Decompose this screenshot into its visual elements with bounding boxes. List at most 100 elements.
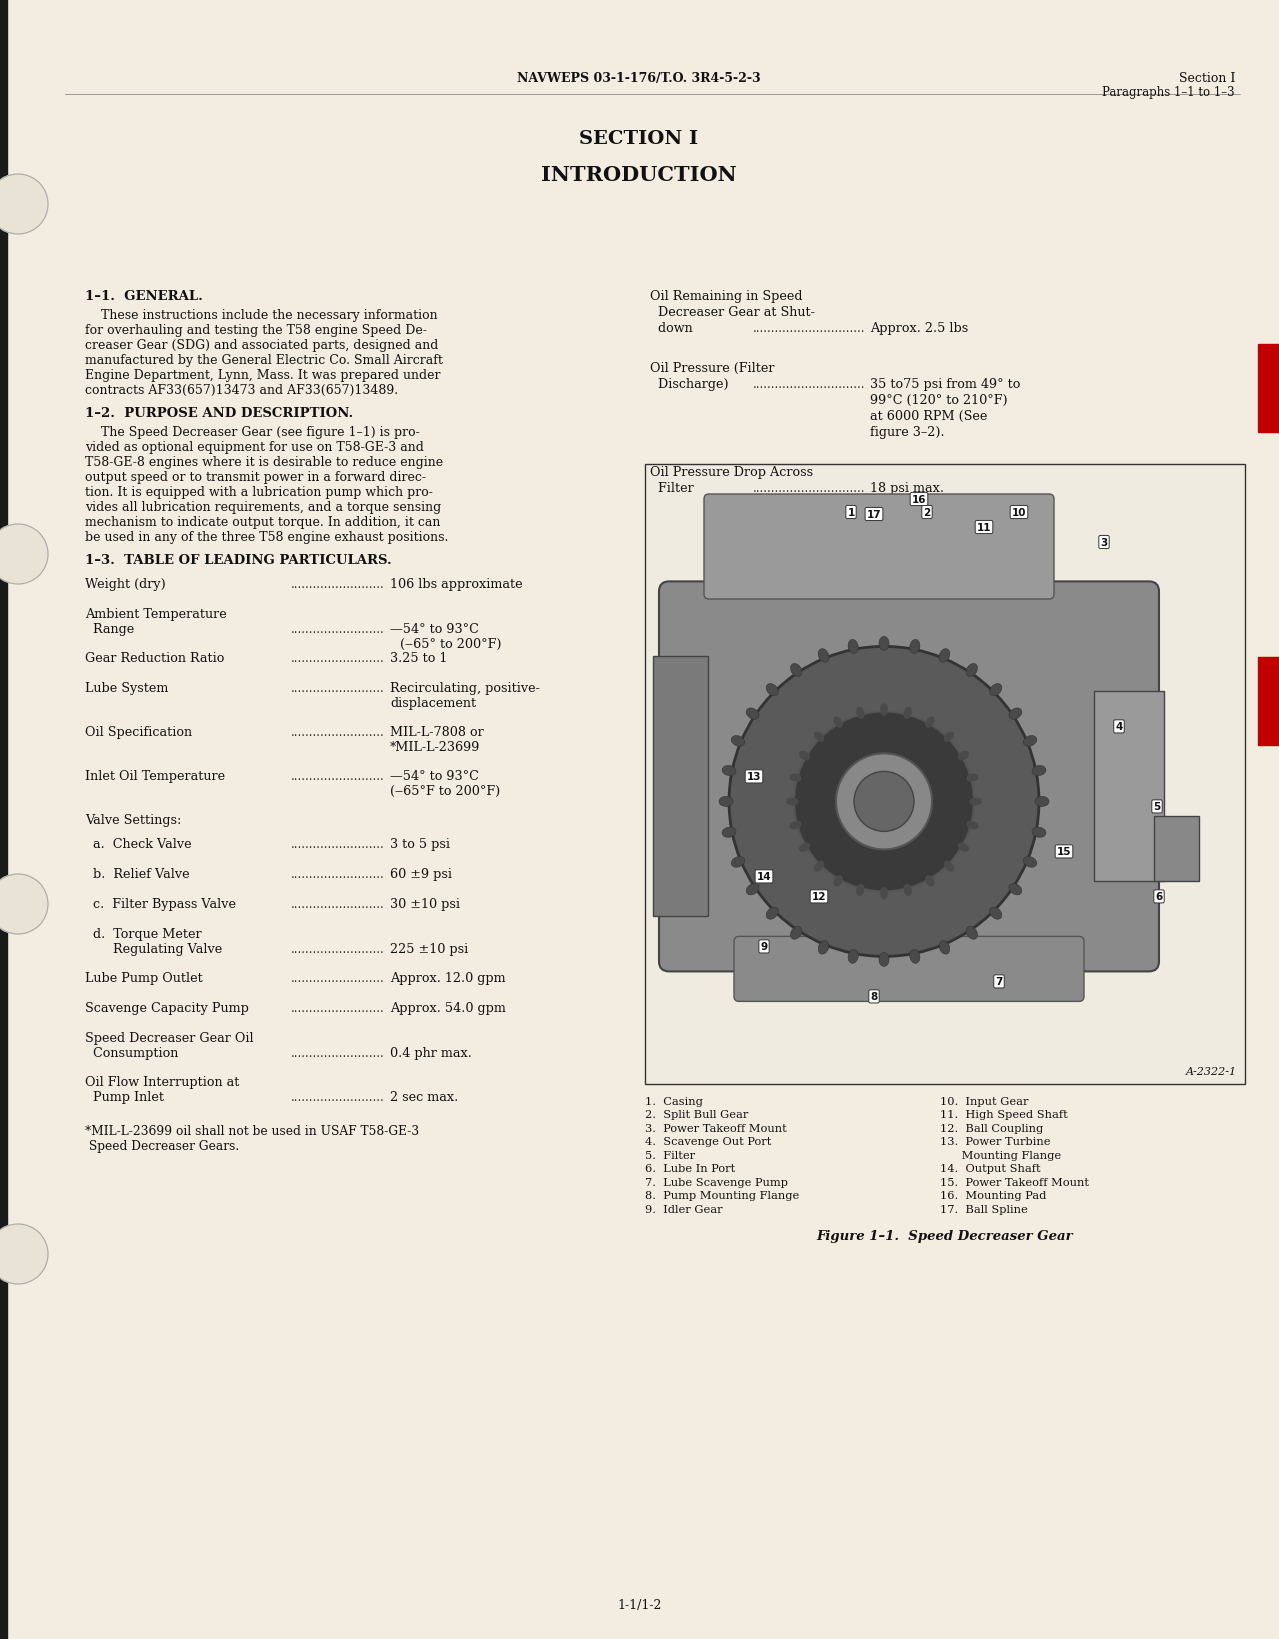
Text: Filter: Filter: [650, 482, 693, 495]
Ellipse shape: [790, 926, 802, 939]
Text: 3.  Power Takeoff Mount: 3. Power Takeoff Mount: [645, 1123, 787, 1133]
Ellipse shape: [1032, 765, 1046, 777]
Text: c.  Filter Bypass Valve: c. Filter Bypass Valve: [84, 898, 237, 910]
Circle shape: [0, 524, 49, 585]
Ellipse shape: [848, 641, 858, 654]
Ellipse shape: [813, 862, 824, 872]
Text: 11: 11: [977, 523, 991, 533]
Text: 12.  Ball Coupling: 12. Ball Coupling: [940, 1123, 1044, 1133]
Text: 9.  Idler Gear: 9. Idler Gear: [645, 1205, 723, 1214]
Bar: [1154, 816, 1198, 882]
Text: 5: 5: [1154, 801, 1160, 811]
Ellipse shape: [1009, 708, 1022, 720]
Text: 10: 10: [1012, 508, 1026, 518]
Text: down: down: [650, 321, 693, 334]
Text: 13: 13: [747, 772, 761, 782]
Text: .........................: .........................: [292, 867, 385, 880]
Text: manufactured by the General Electric Co. Small Aircraft: manufactured by the General Electric Co.…: [84, 354, 443, 367]
Ellipse shape: [909, 641, 920, 654]
Text: 14: 14: [757, 872, 771, 882]
Text: Regulating Valve: Regulating Valve: [84, 942, 223, 956]
Text: mechanism to indicate output torque. In addition, it can: mechanism to indicate output torque. In …: [84, 516, 440, 529]
Text: (‒65° to 200°F): (‒65° to 200°F): [400, 638, 501, 651]
Bar: [1259, 657, 1279, 746]
Ellipse shape: [789, 821, 801, 829]
Text: 10.  Input Gear: 10. Input Gear: [940, 1096, 1028, 1106]
Text: Engine Department, Lynn, Mass. It was prepared under: Engine Department, Lynn, Mass. It was pr…: [84, 369, 440, 382]
Text: Valve Settings:: Valve Settings:: [84, 813, 182, 826]
Text: .........................: .........................: [292, 898, 385, 910]
Text: 99°C (120° to 210°F): 99°C (120° to 210°F): [870, 393, 1008, 406]
Circle shape: [854, 772, 914, 833]
Ellipse shape: [967, 774, 978, 782]
Text: Approx. 2.5 lbs: Approx. 2.5 lbs: [870, 321, 968, 334]
Text: Oil Pressure Drop Across: Oil Pressure Drop Across: [650, 465, 813, 479]
Ellipse shape: [819, 941, 829, 954]
Text: 6: 6: [1155, 892, 1163, 901]
Ellipse shape: [1023, 857, 1037, 867]
Text: 4.  Scavenge Out Port: 4. Scavenge Out Port: [645, 1137, 771, 1147]
Text: Oil Pressure (Filter: Oil Pressure (Filter: [650, 362, 775, 375]
Text: 106 lbs approximate: 106 lbs approximate: [390, 577, 523, 590]
Ellipse shape: [787, 798, 798, 806]
Text: 6.  Lube In Port: 6. Lube In Port: [645, 1164, 735, 1174]
Text: 17: 17: [867, 510, 881, 520]
Text: Oil Specification: Oil Specification: [84, 726, 192, 739]
Text: The Speed Decreaser Gear (see figure 1–1) is pro-: The Speed Decreaser Gear (see figure 1–1…: [84, 426, 420, 439]
Text: b.  Relief Valve: b. Relief Valve: [84, 867, 189, 880]
Text: 1–3.  TABLE OF LEADING PARTICULARS.: 1–3. TABLE OF LEADING PARTICULARS.: [84, 554, 391, 567]
Text: Decreaser Gear at Shut-: Decreaser Gear at Shut-: [650, 306, 815, 320]
Text: Lube System: Lube System: [84, 682, 169, 695]
Text: NAVWEPS 03-1-176/T.O. 3R4-5-2-3: NAVWEPS 03-1-176/T.O. 3R4-5-2-3: [517, 72, 761, 85]
Ellipse shape: [848, 951, 858, 964]
Text: *MIL-L-23699: *MIL-L-23699: [390, 741, 481, 754]
Text: 1.  Casing: 1. Casing: [645, 1096, 703, 1106]
Text: 18 psi max.: 18 psi max.: [870, 482, 944, 495]
Text: Inlet Oil Temperature: Inlet Oil Temperature: [84, 770, 225, 782]
Text: Oil Flow Interruption at: Oil Flow Interruption at: [84, 1075, 239, 1088]
Text: 5.  Filter: 5. Filter: [645, 1151, 694, 1160]
Ellipse shape: [939, 941, 950, 954]
Text: ..............................: ..............................: [752, 321, 865, 334]
Text: —54° to 93°C: —54° to 93°C: [390, 770, 478, 782]
Ellipse shape: [1023, 736, 1037, 747]
Text: displacement: displacement: [390, 697, 476, 710]
Ellipse shape: [926, 875, 935, 887]
Text: .........................: .........................: [292, 770, 385, 782]
Ellipse shape: [958, 751, 969, 760]
Text: .........................: .........................: [292, 652, 385, 664]
Ellipse shape: [834, 875, 843, 887]
Text: 1: 1: [848, 508, 854, 518]
Ellipse shape: [939, 649, 950, 662]
Text: .........................: .........................: [292, 623, 385, 636]
Text: .........................: .........................: [292, 577, 385, 590]
Ellipse shape: [967, 821, 978, 829]
Text: 7: 7: [995, 977, 1003, 987]
Text: 4: 4: [1115, 721, 1123, 733]
Ellipse shape: [746, 708, 758, 720]
Text: MIL-L-7808 or: MIL-L-7808 or: [390, 726, 483, 739]
Ellipse shape: [966, 664, 977, 677]
Circle shape: [794, 711, 975, 892]
Text: figure 3–2).: figure 3–2).: [870, 426, 945, 439]
Text: Ambient Temperature: Ambient Temperature: [84, 608, 226, 621]
Text: ..............................: ..............................: [752, 377, 865, 390]
Text: 11.  High Speed Shaft: 11. High Speed Shaft: [940, 1110, 1068, 1119]
Text: be used in any of the three T58 engine exhaust positions.: be used in any of the three T58 engine e…: [84, 531, 449, 544]
Circle shape: [0, 175, 49, 234]
Text: Speed Decreaser Gears.: Speed Decreaser Gears.: [84, 1139, 239, 1152]
Ellipse shape: [856, 706, 865, 720]
Text: .........................: .........................: [292, 838, 385, 851]
Text: 14.  Output Shaft: 14. Output Shaft: [940, 1164, 1041, 1174]
Circle shape: [836, 754, 932, 851]
Circle shape: [729, 647, 1039, 957]
Ellipse shape: [723, 765, 735, 777]
Text: .........................: .........................: [292, 972, 385, 985]
Text: 12: 12: [812, 892, 826, 901]
Text: ..............................: ..............................: [752, 482, 865, 495]
Circle shape: [0, 1224, 49, 1285]
Text: tion. It is equipped with a lubrication pump which pro-: tion. It is equipped with a lubrication …: [84, 485, 432, 498]
Text: T58-GE-8 engines where it is desirable to reduce engine: T58-GE-8 engines where it is desirable t…: [84, 456, 443, 469]
Text: creaser Gear (SDG) and associated parts, designed and: creaser Gear (SDG) and associated parts,…: [84, 339, 439, 352]
Ellipse shape: [969, 798, 982, 806]
